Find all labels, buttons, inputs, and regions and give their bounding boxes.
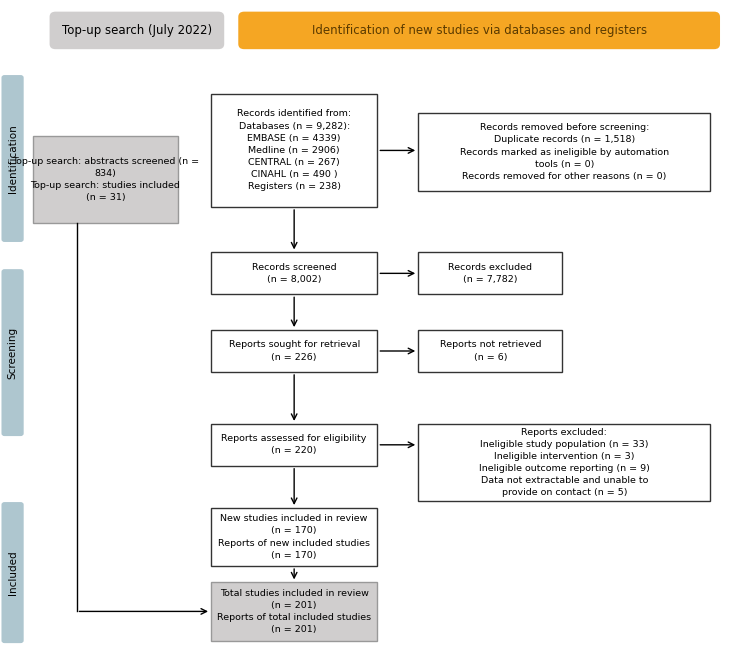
Text: Reports sought for retrieval
(n = 226): Reports sought for retrieval (n = 226) bbox=[229, 340, 360, 362]
FancyBboxPatch shape bbox=[418, 330, 562, 372]
FancyBboxPatch shape bbox=[211, 94, 377, 207]
FancyBboxPatch shape bbox=[211, 508, 377, 566]
FancyBboxPatch shape bbox=[418, 252, 562, 294]
Text: Reports excluded:
Ineligible study population (n = 33)
Ineligible intervention (: Reports excluded: Ineligible study popul… bbox=[479, 428, 650, 498]
Text: Records screened
(n = 8,002): Records screened (n = 8,002) bbox=[252, 263, 337, 284]
FancyBboxPatch shape bbox=[1, 502, 24, 643]
Text: Records identified from:
Databases (n = 9,282):
EMBASE (n = 4339)
Medline (n = 2: Records identified from: Databases (n = … bbox=[237, 109, 352, 192]
Text: Top-up search: abstracts screened (n =
834)
Top-up search: studies included
(n =: Top-up search: abstracts screened (n = 8… bbox=[12, 157, 199, 203]
FancyBboxPatch shape bbox=[211, 330, 377, 372]
Text: Records removed before screening:
Duplicate records (n = 1,518)
Records marked a: Records removed before screening: Duplic… bbox=[460, 123, 669, 181]
Text: Records excluded
(n = 7,782): Records excluded (n = 7,782) bbox=[448, 263, 532, 284]
FancyBboxPatch shape bbox=[238, 12, 720, 49]
Text: Identification: Identification bbox=[7, 124, 18, 193]
FancyBboxPatch shape bbox=[418, 424, 710, 501]
FancyBboxPatch shape bbox=[1, 75, 24, 242]
FancyBboxPatch shape bbox=[211, 424, 377, 466]
Text: Top-up search (July 2022): Top-up search (July 2022) bbox=[62, 24, 212, 37]
FancyBboxPatch shape bbox=[211, 582, 377, 641]
FancyBboxPatch shape bbox=[33, 136, 178, 223]
Text: Screening: Screening bbox=[7, 327, 18, 378]
FancyBboxPatch shape bbox=[1, 269, 24, 436]
Text: New studies included in review
(n = 170)
Reports of new included studies
(n = 17: New studies included in review (n = 170)… bbox=[218, 514, 370, 560]
Text: Reports not retrieved
(n = 6): Reports not retrieved (n = 6) bbox=[440, 340, 541, 362]
FancyBboxPatch shape bbox=[50, 12, 224, 49]
Text: Included: Included bbox=[7, 551, 18, 595]
Text: Identification of new studies via databases and registers: Identification of new studies via databa… bbox=[312, 24, 647, 37]
FancyBboxPatch shape bbox=[418, 113, 710, 191]
Text: Reports assessed for eligibility
(n = 220): Reports assessed for eligibility (n = 22… bbox=[221, 434, 367, 455]
Text: Total studies included in review
(n = 201)
Reports of total included studies
(n : Total studies included in review (n = 20… bbox=[217, 589, 371, 634]
FancyBboxPatch shape bbox=[211, 252, 377, 294]
